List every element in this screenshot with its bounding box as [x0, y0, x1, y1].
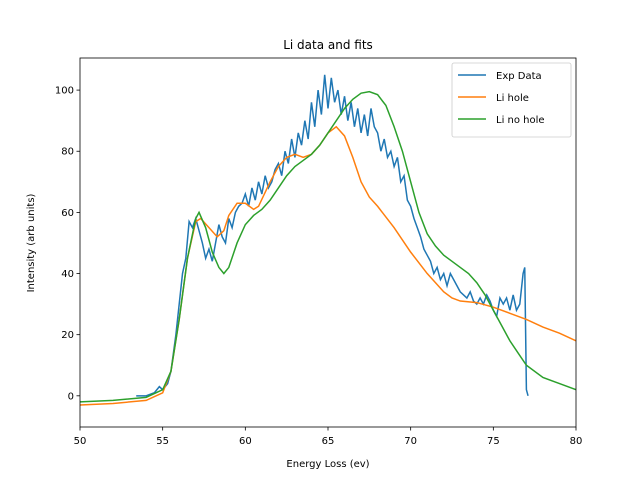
x-tick-label: 80 — [570, 436, 583, 447]
x-tick-label: 75 — [487, 436, 500, 447]
x-tick-label: 70 — [404, 436, 417, 447]
legend-label: Li hole — [496, 93, 529, 104]
x-axis-label: Energy Loss (ev) — [286, 459, 369, 470]
y-tick-label: 40 — [61, 269, 74, 280]
data-line — [80, 125, 576, 406]
legend-label: Li no hole — [496, 115, 545, 126]
x-tick-label: 50 — [74, 436, 87, 447]
x-tick-label: 65 — [322, 436, 335, 447]
x-tick-label: 55 — [156, 436, 169, 447]
y-tick-label: 20 — [61, 330, 74, 341]
data-line — [136, 74, 529, 397]
y-tick-label: 0 — [68, 391, 74, 402]
x-tick-label: 60 — [239, 436, 252, 447]
y-tick-label: 80 — [61, 147, 74, 158]
data-line — [80, 90, 576, 403]
y-tick-label: 60 — [61, 208, 74, 219]
legend-label: Exp Data — [496, 71, 542, 82]
plot-frame — [79, 57, 577, 428]
y-tick-label: 100 — [55, 86, 74, 97]
chart-title: Li data and fits — [283, 38, 373, 52]
y-axis-label: Intensity (arb units) — [26, 193, 37, 292]
